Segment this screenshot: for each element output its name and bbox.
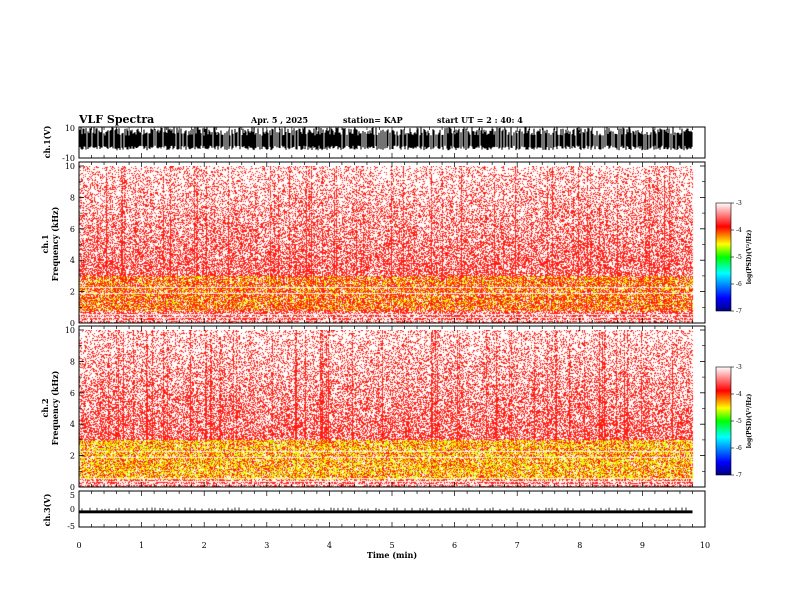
ch3-waveform-ylabel: ch.3(V) xyxy=(42,493,52,526)
station-label: station= KAP xyxy=(343,115,403,125)
ch3-waveform-band xyxy=(79,510,693,514)
time-axis-ticks xyxy=(78,127,706,527)
colorbar-tick-label: -3 xyxy=(736,200,742,207)
colorbar-tick-label: -7 xyxy=(736,308,742,315)
ch1-colorbar: -3 -4 -5 -6 -7 log(PSD)(V2/Hz) xyxy=(715,200,753,315)
ch1-waveform-line xyxy=(79,127,693,151)
ch2-freq-tick-label: 10 xyxy=(65,326,75,335)
ch1-colorbar-ticks: -3 -4 -5 -6 -7 xyxy=(731,200,742,315)
ch1-freq-tick-label: 10 xyxy=(65,162,75,171)
ch3-ytick-mid: 0 xyxy=(70,505,75,514)
time-axis-tick-labels: 0 1 2 3 4 5 6 7 8 9 10 xyxy=(76,541,710,550)
ch2-freq-tick-label: 4 xyxy=(70,420,75,429)
ch1-colorbar-label: log(PSD)(V2/Hz) xyxy=(745,230,753,285)
ch1-ytick-top: 10 xyxy=(65,124,75,133)
colorbar-tick-label: -7 xyxy=(736,472,742,479)
time-tick-label: 8 xyxy=(577,541,582,550)
time-tick-label: 7 xyxy=(515,541,520,550)
time-tick-label: 6 xyxy=(452,541,457,550)
ch3-ytick-top: 5 xyxy=(70,491,75,500)
ch2-freq-tick-label: 8 xyxy=(70,357,75,366)
time-tick-label: 4 xyxy=(327,541,332,550)
ch2-colorbar: -3 -4 -5 -6 -7 log(PSD)(V2/Hz) xyxy=(715,364,753,479)
ch2-freq-tick-label: 0 xyxy=(70,483,75,492)
colorbar-tick-label: -6 xyxy=(736,445,742,452)
ch2-freq-ticks: 0 2 4 6 8 10 xyxy=(65,326,705,492)
ch1-spectrogram-ch-label: ch.1 xyxy=(40,234,50,253)
ch3-ytick-bottom: -5 xyxy=(67,522,75,531)
ch2-colorbar-ticks: -3 -4 -5 -6 -7 xyxy=(731,364,742,479)
time-tick-label: 9 xyxy=(640,541,645,550)
ch1-freq-tick-label: 4 xyxy=(70,256,75,265)
time-axis-label: Time (min) xyxy=(367,550,417,560)
figure-title: VLF Spectra xyxy=(78,113,154,126)
colorbar-tick-label: -5 xyxy=(736,418,742,425)
ch1-freq-tick-label: 0 xyxy=(70,319,75,328)
colorbar-tick-label: -4 xyxy=(736,391,742,398)
time-tick-label: 5 xyxy=(389,541,394,550)
ch2-colorbar-gradient xyxy=(716,367,731,475)
time-tick-label: 1 xyxy=(139,541,144,550)
ch1-spectrogram-panel: 0 2 4 6 8 10 ch.1 Frequency (kHz) xyxy=(40,161,706,328)
ch1-waveform-trace xyxy=(79,127,693,151)
colorbar-tick-label: -3 xyxy=(736,364,742,371)
ch1-colorbar-gradient xyxy=(716,203,731,311)
ch3-waveform-frame xyxy=(78,490,706,528)
time-tick-label: 2 xyxy=(202,541,207,550)
ch3-waveform-spikes xyxy=(81,507,687,511)
ch1-spectrogram-ylabel: Frequency (kHz) xyxy=(50,206,60,281)
ch1-freq-tick-label: 6 xyxy=(70,225,75,234)
time-tick-label: 3 xyxy=(264,541,269,550)
ch2-freq-tick-label: 6 xyxy=(70,389,75,398)
time-tick-label: 0 xyxy=(76,541,81,550)
colorbar-tick-label: -5 xyxy=(736,254,742,261)
time-tick-label: 10 xyxy=(700,541,710,550)
ch1-waveform-ylabel: ch.1(V) xyxy=(42,125,52,158)
ch1-freq-ticks: 0 2 4 6 8 10 xyxy=(65,162,705,328)
ch3-waveform-trace xyxy=(79,507,693,514)
ch2-spectrogram-panel: 0 2 4 6 8 10 ch.2 Frequency (kHz) xyxy=(40,325,706,492)
ch2-spectrogram-ylabel: Frequency (kHz) xyxy=(50,370,60,445)
ch2-freq-tick-label: 2 xyxy=(70,452,75,461)
date-label: Apr. 5 , 2025 xyxy=(250,115,308,125)
start-ut-label: start UT = 2 : 40: 4 xyxy=(437,115,523,125)
ch1-freq-tick-label: 2 xyxy=(70,288,75,297)
ch1-ytick-bottom: -10 xyxy=(62,154,75,163)
colorbar-tick-label: -4 xyxy=(736,227,742,234)
ch1-freq-tick-label: 8 xyxy=(70,193,75,202)
ch2-spectrogram-ch-label: ch.2 xyxy=(40,398,50,417)
ch2-colorbar-label: log(PSD)(V2/Hz) xyxy=(745,394,753,449)
colorbar-tick-label: -6 xyxy=(736,281,742,288)
